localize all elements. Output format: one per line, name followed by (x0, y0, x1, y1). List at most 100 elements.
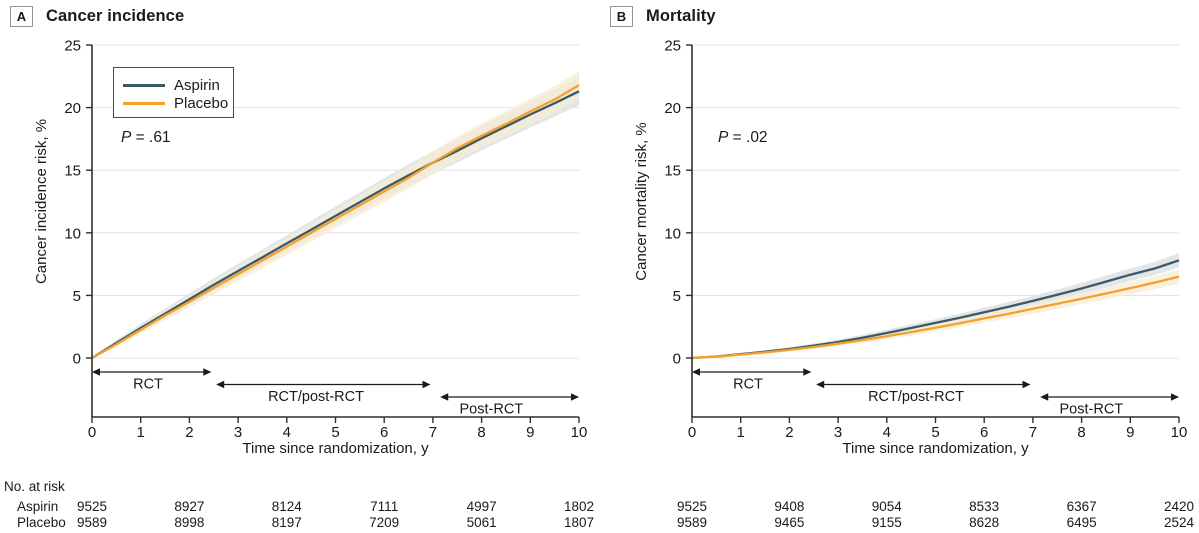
aspirin-curve (691, 259, 1180, 360)
legend: Aspirin Placebo (113, 67, 234, 118)
x-tick-label: 2 (185, 424, 193, 441)
y-tick-label: 0 (73, 351, 81, 368)
legend-item-aspirin: Aspirin (123, 76, 233, 94)
y-tick-label: 15 (664, 163, 681, 180)
risk-value: 7111 (370, 499, 399, 514)
risk-value: 2420 (1163, 499, 1195, 514)
risk-value: 8998 (174, 515, 205, 530)
x-tick-label: 9 (1126, 424, 1134, 441)
panel-a-header: A Cancer incidence (10, 5, 184, 27)
x-axis-title: Time since randomization, y (242, 440, 429, 457)
risk-value: 8197 (271, 515, 302, 530)
risk-table-header: No. at risk (4, 479, 65, 494)
p-value-text: = .61 (131, 129, 171, 146)
legend-label-aspirin: Aspirin (174, 76, 220, 94)
arrowhead-left-icon (92, 368, 100, 376)
x-tick-label: 7 (1029, 424, 1037, 441)
legend-label-placebo: Placebo (174, 94, 229, 112)
x-tick-label: 6 (980, 424, 988, 441)
arrowhead-left-icon (816, 380, 825, 389)
panel-a-title: Cancer incidence (46, 6, 185, 25)
risk-value: 6495 (1066, 515, 1097, 530)
arrowhead-right-icon (571, 393, 579, 401)
risk-value: 4997 (466, 499, 497, 514)
period-label: RCT/post-RCT (868, 389, 964, 405)
risk-value: 7209 (369, 515, 400, 530)
x-tick-label: 8 (1077, 424, 1085, 441)
x-tick-label: 5 (931, 424, 939, 441)
chart-cancer-incidence: 0 5 10 15 20 25 0 1 2 3 4 5 6 7 8 9 10 Time since randomi… (33, 38, 588, 458)
y-tick-label: 10 (664, 225, 681, 242)
risk-value: 9155 (871, 515, 902, 530)
x-tick-label: 8 (477, 424, 485, 441)
y-tick-label: 0 (673, 351, 681, 368)
y-tick-label: 5 (73, 288, 81, 305)
x-tick-label: 9 (526, 424, 534, 441)
x-tick-label: 10 (571, 424, 588, 441)
arrowhead-right-icon (422, 380, 431, 389)
period-label: Post-RCT (460, 402, 524, 418)
x-tick-label: 7 (429, 424, 437, 441)
x-tick-label: 1 (737, 424, 745, 441)
legend-item-placebo: Placebo (123, 94, 233, 112)
risk-value: 9589 (676, 515, 708, 530)
x-tick-label: 0 (88, 424, 96, 441)
x-tick-label: 4 (283, 424, 291, 441)
arrowhead-left-icon (440, 393, 449, 401)
period-label: RCT (733, 377, 763, 393)
risk-value: 9054 (871, 499, 902, 514)
risk-value: 8124 (271, 499, 302, 514)
period-label: RCT/post-RCT (268, 389, 364, 405)
risk-value: 8533 (969, 499, 1000, 514)
aspirin-curve (91, 90, 580, 359)
p-symbol: P (121, 129, 132, 146)
panel-b-letter: B (610, 5, 633, 27)
arrowhead-right-icon (1022, 380, 1031, 389)
x-tick-label: 5 (331, 424, 339, 441)
y-tick-label: 25 (664, 38, 681, 55)
risk-row-label-aspirin: Aspirin (17, 499, 59, 514)
risk-value: 1802 (563, 499, 595, 514)
y-axis-title: Cancer incidence risk, % (33, 119, 50, 284)
risk-value: 9525 (76, 499, 108, 514)
x-tick-label: 2 (785, 424, 793, 441)
y-tick-label: 20 (64, 100, 81, 117)
panel-a-letter: A (10, 5, 33, 27)
arrowhead-right-icon (203, 368, 212, 376)
period-label: RCT (133, 377, 163, 393)
y-tick-label: 5 (673, 288, 681, 305)
placebo-line-swatch (123, 101, 165, 105)
risk-value: 9465 (774, 515, 805, 530)
aspirin-line-swatch (123, 83, 165, 87)
x-axis-title: Time since randomization, y (842, 440, 1029, 457)
risk-value: 9525 (676, 499, 708, 514)
p-symbol: P (718, 129, 729, 146)
panel-cancer-incidence: A Cancer incidence 0 5 10 15 20 25 0 1 2 3 4 5 6 7 8 9 1… (0, 0, 599, 533)
x-tick-label: 4 (883, 424, 891, 441)
aspirin-confidence-band (692, 253, 1179, 358)
risk-value: 8628 (969, 515, 1000, 530)
risk-value: 8927 (174, 499, 205, 514)
panel-b-title: Mortality (646, 6, 716, 25)
x-tick-label: 3 (234, 424, 242, 441)
placebo-curve (691, 275, 1180, 360)
arrowhead-right-icon (803, 368, 812, 376)
y-tick-label: 25 (64, 38, 81, 55)
chart-mortality: 0 5 10 15 20 25 0 1 2 3 4 5 6 7 8 9 10 Time since randomi… (633, 38, 1188, 458)
risk-row-label-placebo: Placebo (17, 515, 66, 530)
p-value-b: P = .02 (718, 129, 768, 147)
x-tick-label: 10 (1171, 424, 1188, 441)
arrowhead-right-icon (1171, 393, 1179, 401)
risk-value: 6367 (1066, 499, 1097, 514)
risk-value: 1807 (563, 515, 595, 530)
arrowhead-left-icon (1040, 393, 1049, 401)
risk-value: 9589 (76, 515, 108, 530)
arrowhead-left-icon (692, 368, 700, 376)
risk-value: 2524 (1163, 515, 1195, 530)
p-value-text: = .02 (728, 129, 768, 146)
x-tick-label: 3 (834, 424, 842, 441)
arrowhead-left-icon (216, 380, 225, 389)
y-axis-title: Cancer mortality risk, % (633, 122, 650, 280)
period-label: Post-RCT (1060, 402, 1124, 418)
risk-value: 5061 (466, 515, 497, 530)
